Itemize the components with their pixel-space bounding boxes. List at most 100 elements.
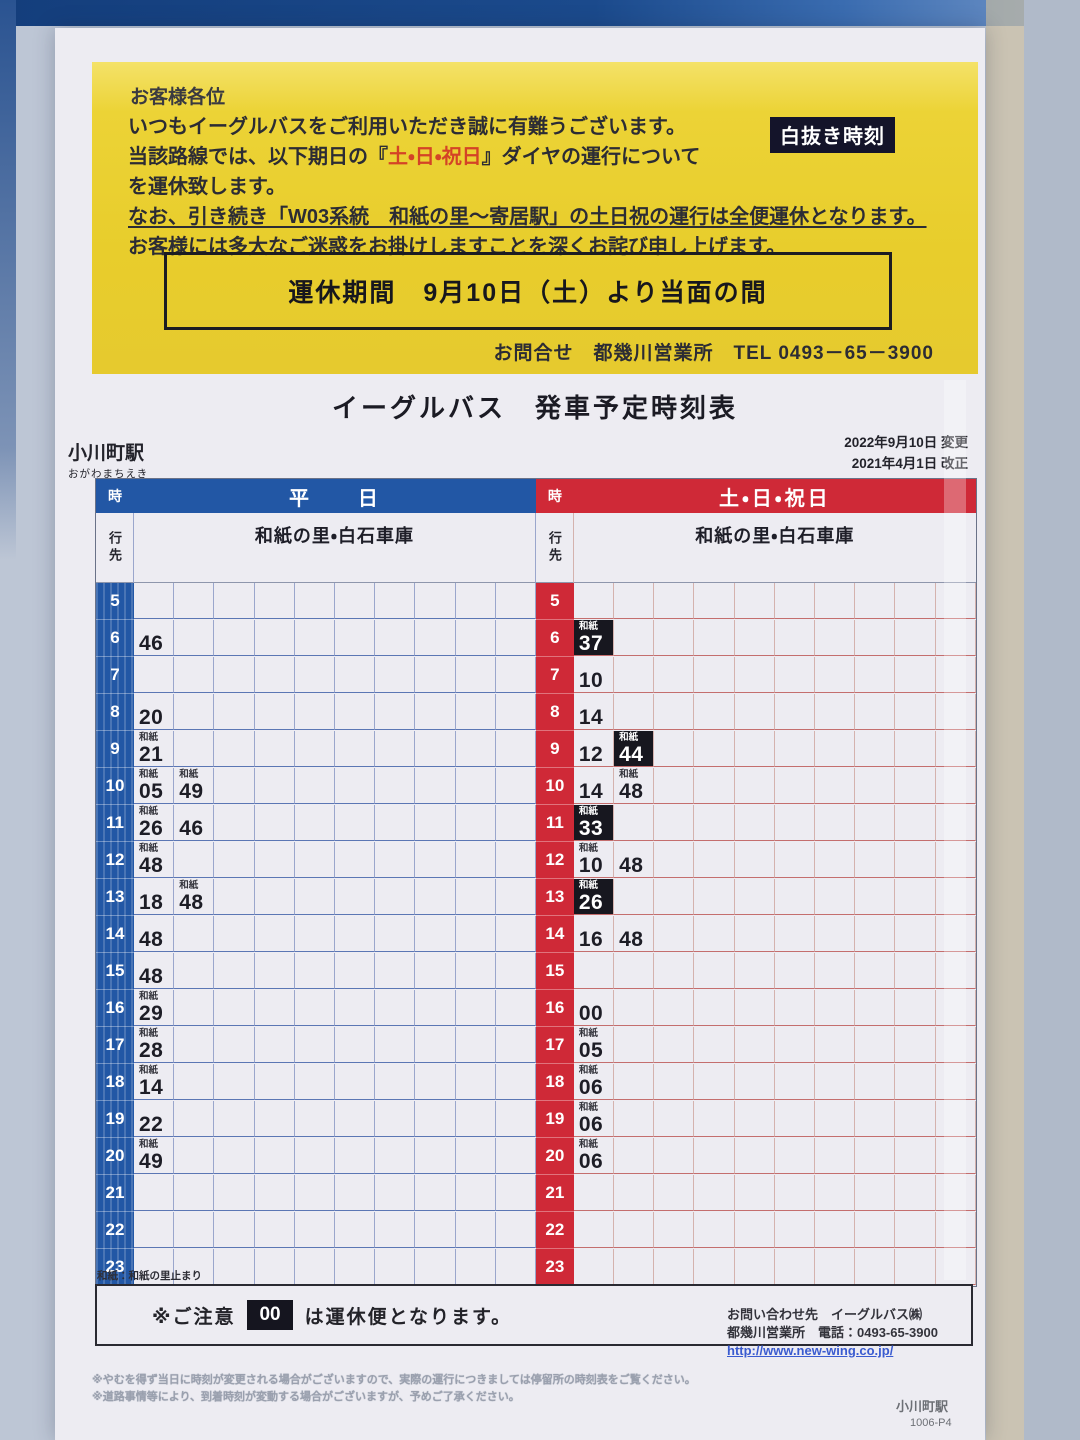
empty-cell	[734, 694, 775, 730]
caution-suffix: は運休便となります。	[304, 1306, 513, 1328]
empty-cell	[734, 1064, 775, 1100]
empty-cell	[734, 620, 775, 656]
empty-cell	[935, 990, 976, 1026]
empty-cell	[694, 842, 735, 878]
empty-cell	[254, 768, 295, 804]
empty-cell	[455, 1064, 496, 1100]
empty-cell	[415, 1027, 456, 1063]
empty-cell	[415, 1138, 456, 1174]
washi-footnote: 和紙：和紙の里止まり	[97, 1270, 202, 1282]
empty-cell	[375, 805, 416, 841]
empty-cell	[495, 842, 536, 878]
empty-cell	[654, 1138, 695, 1174]
empty-cell	[815, 805, 856, 841]
time-cell: 46	[174, 805, 215, 841]
empty-cell	[455, 1212, 496, 1248]
departure-minute: 37	[578, 632, 604, 655]
hour-cell-holiday: 18	[535, 1064, 574, 1101]
caution-box: ※ご注意 00 は運休便となります。	[95, 1284, 973, 1346]
empty-cell	[734, 768, 775, 804]
empty-cell	[855, 1175, 896, 1211]
empty-cell	[174, 1175, 215, 1211]
empty-cell	[254, 1249, 295, 1285]
empty-cell	[415, 990, 456, 1026]
empty-cell	[455, 990, 496, 1026]
empty-cell	[774, 1101, 815, 1137]
empty-cell	[174, 990, 215, 1026]
empty-cell	[214, 805, 255, 841]
empty-cell	[895, 768, 936, 804]
empty-cell	[774, 694, 815, 730]
empty-cell	[895, 1138, 936, 1174]
empty-cell	[895, 805, 936, 841]
station-name-block: 小川町駅 おがわまちえき	[68, 438, 148, 481]
departure-minute: 14	[139, 1076, 164, 1099]
hour-cell-holiday: 22	[535, 1212, 574, 1249]
empty-cell	[174, 731, 215, 767]
empty-cell	[495, 1138, 536, 1174]
empty-cell	[254, 1027, 295, 1063]
empty-cell	[935, 805, 976, 841]
empty-cell	[214, 620, 255, 656]
empty-cell	[935, 657, 976, 693]
empty-cell	[895, 694, 936, 730]
inquiry-phone: 都幾川営業所 電話：0493-65-3900	[727, 1325, 938, 1340]
empty-cell	[375, 731, 416, 767]
empty-cell	[895, 657, 936, 693]
empty-cell	[455, 1101, 496, 1137]
empty-cell	[415, 1249, 456, 1285]
empty-cell	[855, 731, 896, 767]
hour-cell-weekday: 8	[96, 694, 134, 731]
empty-cell	[174, 1101, 215, 1137]
empty-cell	[375, 583, 416, 619]
empty-cell	[774, 583, 815, 619]
empty-cell	[174, 842, 215, 878]
inquiry-company: お問い合わせ先 イーグルバス㈱	[727, 1307, 923, 1322]
empty-cell	[375, 1027, 416, 1063]
empty-cell	[294, 768, 335, 804]
empty-cell	[495, 620, 536, 656]
hour-cell-holiday: 20	[535, 1138, 574, 1175]
empty-cell	[214, 842, 255, 878]
empty-cell	[334, 1027, 376, 1063]
empty-cell	[815, 620, 856, 656]
empty-cell	[174, 1064, 215, 1100]
empty-cell	[654, 1101, 695, 1137]
empty-cell	[614, 620, 655, 656]
empty-cell	[214, 657, 255, 693]
empty-cell	[254, 990, 295, 1026]
empty-cell	[815, 1101, 856, 1137]
hour-cell-holiday: 17	[535, 1027, 574, 1064]
notice-holiday-red-text: 土・日・祝日	[388, 146, 482, 168]
time-cell: 和紙 48	[174, 879, 215, 915]
empty-cell	[573, 953, 615, 989]
empty-cell	[614, 1175, 655, 1211]
departure-minute: 00	[578, 1002, 604, 1025]
hour-cell-weekday: 15	[96, 953, 134, 990]
holiday-header: 土・日・祝日	[573, 479, 976, 513]
hour-cell-holiday: 14	[535, 916, 574, 953]
empty-cell	[495, 731, 536, 767]
weekday-header: 平 日	[134, 479, 536, 513]
empty-cell	[815, 953, 856, 989]
empty-cell	[415, 879, 456, 915]
empty-cell	[694, 916, 735, 952]
empty-cell	[294, 879, 335, 915]
empty-cell	[214, 879, 255, 915]
empty-cell	[614, 879, 655, 915]
empty-cell	[174, 583, 215, 619]
empty-cell	[774, 842, 815, 878]
revision-date-2: 2021年4月1日 改正	[851, 456, 968, 471]
empty-cell	[375, 1138, 416, 1174]
inquiry-url: http://www.new-wing.co.jp/	[727, 1343, 894, 1358]
empty-cell	[654, 805, 695, 841]
corner-station: 小川町駅	[896, 1399, 949, 1414]
empty-cell	[174, 694, 215, 730]
empty-cell	[694, 768, 735, 804]
time-cell: 和紙 26	[134, 805, 175, 841]
departure-minute: 10	[578, 854, 604, 877]
station-name: 小川町駅	[68, 443, 145, 464]
empty-cell	[334, 1138, 376, 1174]
empty-cell	[415, 768, 456, 804]
